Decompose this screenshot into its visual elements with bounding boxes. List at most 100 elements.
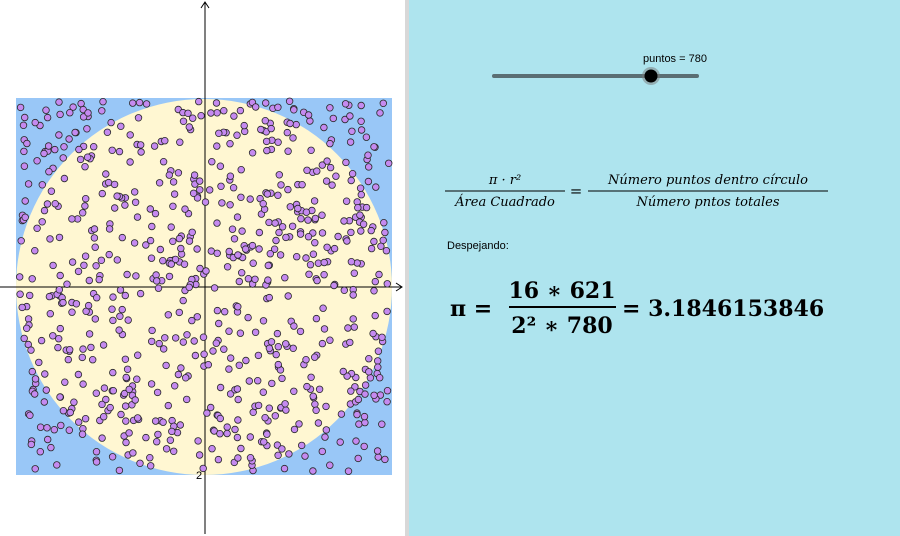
point [181,205,189,213]
point [142,241,150,249]
point [231,425,239,434]
point [151,417,160,425]
point [370,143,378,151]
point [246,195,254,203]
point [341,115,349,124]
point [154,430,162,439]
point [63,280,71,288]
point [36,448,44,456]
point [260,438,268,446]
point [282,406,290,414]
point [191,351,200,360]
point [66,408,74,417]
point [28,367,36,376]
point [126,131,134,139]
point [263,146,271,155]
point [176,421,184,429]
point [85,330,94,338]
point [97,256,106,264]
point [167,260,175,268]
point [177,364,185,372]
point [56,271,64,280]
algebra-panel [409,0,900,536]
point [304,111,313,119]
point [33,157,41,165]
point [361,381,370,389]
point [161,136,169,145]
point [26,291,34,300]
point [330,244,339,253]
point [212,339,220,347]
point [150,142,159,150]
point [59,298,67,307]
point [254,351,263,360]
point [371,311,379,320]
point [155,179,164,187]
points [16,97,393,475]
point [64,355,72,364]
point [234,251,242,259]
point [65,346,74,354]
point [383,307,391,316]
point [288,222,297,230]
point [304,216,312,224]
point [226,172,235,180]
point [290,387,298,395]
point [226,139,234,148]
point [59,154,67,162]
point [364,177,373,186]
point [277,181,285,189]
point [33,224,41,232]
point [322,426,330,434]
point [35,358,43,367]
point [174,169,183,177]
point [235,361,243,369]
point [46,235,54,243]
point [185,123,193,131]
point [382,246,391,255]
point [354,395,363,404]
point [365,368,373,376]
point [179,296,187,305]
point [171,334,180,342]
point [370,391,378,399]
point [21,113,29,122]
point [306,261,315,269]
point [183,331,191,339]
point [313,167,321,175]
point [362,203,371,212]
point [302,254,310,262]
point [92,262,100,270]
point [274,343,282,351]
point [322,402,330,411]
point [49,332,57,340]
slider-knob[interactable] [644,69,658,83]
point [354,203,362,212]
point [282,340,290,348]
point [81,202,89,210]
point [74,267,83,276]
point [374,453,382,461]
slider-label: puntos = 780 [643,53,707,65]
point [41,370,49,378]
point [213,109,221,117]
point [164,401,172,410]
point [380,218,388,227]
point [208,445,216,453]
point [51,199,59,208]
point [125,385,133,394]
point [148,326,156,335]
point [371,277,379,286]
point [311,238,319,247]
point [115,147,124,156]
point [385,159,393,167]
point [55,98,63,106]
point [85,276,93,285]
point [165,272,174,281]
point [346,338,354,347]
point [40,206,49,215]
point [356,184,365,192]
point [79,380,87,388]
point [295,420,303,428]
point [352,437,360,445]
